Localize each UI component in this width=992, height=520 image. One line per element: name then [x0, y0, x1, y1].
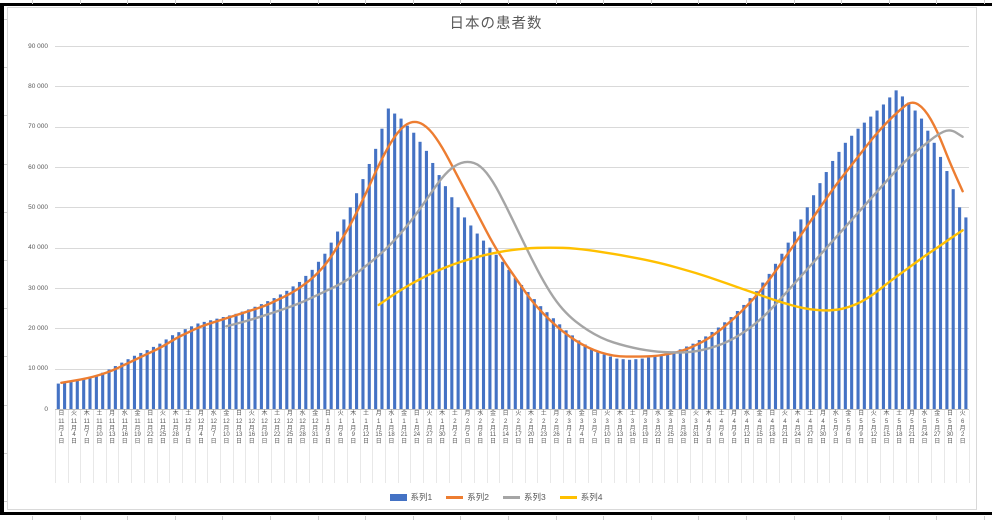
y-tick-label: 0 — [44, 405, 48, 413]
x-tick-label: 木 11 月 28 日 — [172, 411, 179, 446]
x-tick-label: 日 11 月 22 日 — [146, 411, 154, 446]
x-tick-label: 木 3 月 13 日 — [616, 411, 624, 446]
x-tick-label: 火 3 月 10 日 — [603, 411, 611, 446]
x-tick-label: 日 5 月 30 日 — [946, 411, 954, 446]
x-tick-label: 火 5 月 12 日 — [870, 411, 878, 446]
x-tick-label: 火 11 月 25 日 — [159, 411, 167, 446]
x-tick-label: 土 1 月 12 日 — [362, 411, 370, 446]
x-tick-label: 火 12 月 16 日 — [248, 411, 256, 446]
x-tick-label: 月 12 月 25 日 — [286, 411, 294, 446]
x-tick-label: 月 2 月 26 日 — [553, 411, 560, 446]
x-tick-label: 金 1 月 21 日 — [400, 411, 408, 446]
x-tick-label: 水 3 月 22 日 — [654, 411, 662, 446]
x-tick-label: 火 1 月 27 日 — [426, 411, 433, 446]
x-tick-label: 火 4 月 21 日 — [781, 411, 789, 446]
x-tick-label: 土 12 月 22 日 — [273, 411, 281, 446]
x-tick-label: 月 12 月 4 日 — [197, 411, 205, 446]
x-tick-label: 水 4 月 12 日 — [743, 411, 751, 446]
x-tick-label: 金 12 月 10 日 — [223, 411, 230, 446]
series3-line-swatch — [503, 495, 520, 499]
legend-label: 系列2 — [467, 492, 489, 502]
x-tick-label: 金 3 月 25 日 — [667, 411, 675, 446]
legend-label: 系列3 — [524, 492, 546, 502]
x-tick-label: 土 2 月 23 日 — [540, 411, 548, 446]
x-tick-label: 木 5 月 15 日 — [883, 411, 890, 446]
x-tick-label: 土 11 月 10 日 — [96, 411, 103, 446]
legend-item-series1[interactable]: 系列1 — [389, 491, 433, 503]
x-tick-label: 日 12 月 13 日 — [235, 411, 243, 446]
x-tick-label: 月 4 月 30 日 — [819, 411, 827, 446]
x-tick-label: 火 11 月 4 日 — [70, 411, 78, 446]
x-tick-label: 日 11 月 1 日 — [58, 411, 65, 446]
x-tick-label: 金 11 月 19 日 — [134, 411, 141, 446]
x-tick-label: 日 1 月 24 日 — [413, 411, 421, 446]
x-tick-label: 月 1 月 15 日 — [375, 411, 383, 446]
x-tick-label: 月 11 月 13 日 — [108, 411, 116, 446]
y-tick-label: 40 000 — [28, 244, 48, 252]
x-tick-label: 水 11 月 16 日 — [121, 411, 129, 446]
x-tick-label: 土 12 月 1 日 — [184, 411, 192, 446]
legend-item-series3[interactable]: 系列3 — [503, 491, 546, 503]
y-tick-label: 70 000 — [28, 123, 48, 131]
x-tick-label: 日 3 月 28 日 — [680, 411, 687, 446]
legend-label: 系列4 — [580, 492, 603, 502]
x-tick-label: 日 2 月 14 日 — [502, 411, 509, 446]
x-tick-label: 土 5 月 18 日 — [895, 411, 903, 446]
x-tick-label: 木 11 月 7 日 — [83, 411, 90, 446]
x-tick-label: 木 2 月 20 日 — [527, 411, 535, 446]
x-tick-label: 火 2 月 17 日 — [515, 411, 522, 446]
x-tick-label: 金 12 月 31 日 — [311, 411, 319, 446]
x-tick-label: 水 12 月 28 日 — [299, 411, 306, 446]
x-tick-label: 金 4 月 15 日 — [756, 411, 763, 446]
y-tick-label: 90 000 — [28, 42, 48, 50]
x-tick-label: 木 4 月 24 日 — [794, 411, 801, 446]
y-tick-label: 60 000 — [28, 163, 48, 171]
x-tick-label: 土 3 月 16 日 — [629, 411, 636, 446]
x-tick-label: 水 5 月 24 日 — [921, 411, 928, 446]
y-tick-label: 10 000 — [28, 365, 48, 373]
x-tick-label: 月 3 月 19 日 — [641, 411, 649, 446]
x-tick-label: 水 12 月 7 日 — [210, 411, 218, 446]
legend-item-series2[interactable]: 系列2 — [446, 491, 489, 503]
x-tick-label: 木 12 月 19 日 — [261, 411, 268, 446]
legend-label: 系列1 — [410, 492, 433, 502]
x-tick-label: 木 1 月 30 日 — [438, 411, 446, 446]
y-tick-label: 50 000 — [28, 203, 48, 211]
x-tick-label: 金 2 月 11 日 — [489, 411, 497, 446]
y-tick-label: 30 000 — [28, 284, 48, 292]
legend: 系列1 系列2 系列3 系列4 — [0, 491, 992, 503]
x-tick-label: 日 4 月 18 日 — [768, 411, 776, 446]
series1-bar-swatch — [389, 493, 407, 501]
y-tick-label: 80 000 — [28, 82, 48, 90]
x-tick-label: 火 3 月 31 日 — [692, 411, 700, 446]
x-tick-label: 土 4 月 27 日 — [806, 411, 814, 446]
x-tick-label: 金 5 月 27 日 — [933, 411, 941, 446]
y-tick-label: 20 000 — [28, 324, 48, 332]
x-tick-label: 月 5 月 21 日 — [908, 411, 916, 446]
legend-item-series4[interactable]: 系列4 — [559, 491, 603, 503]
series4-line-swatch — [559, 495, 577, 499]
series2-line-swatch — [446, 495, 464, 499]
x-tick-label: 水 1 月 18 日 — [388, 411, 395, 446]
